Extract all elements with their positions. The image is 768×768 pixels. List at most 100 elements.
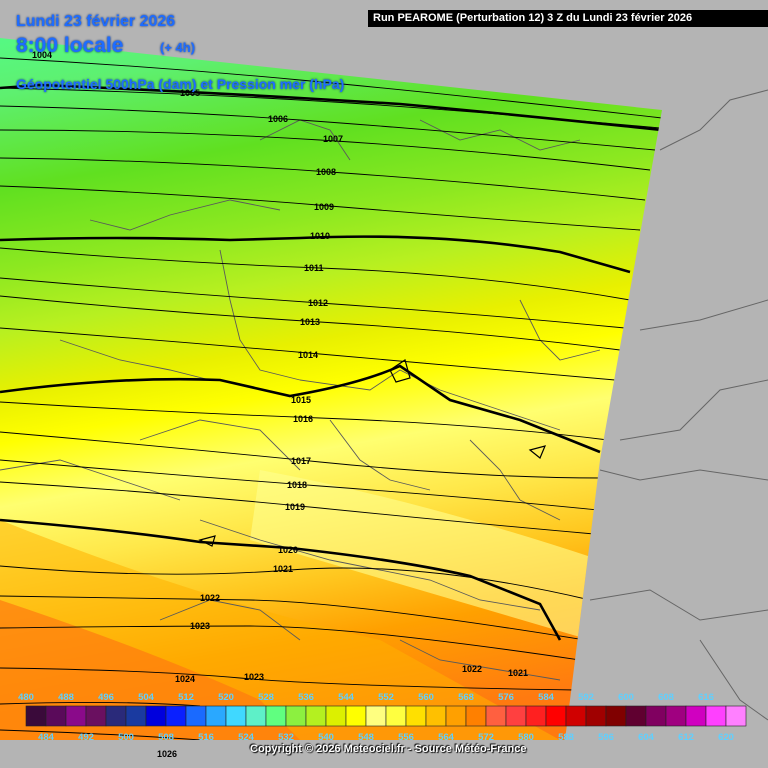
isobars xyxy=(0,57,662,740)
field-title: Géopotentiel 500hPa (dam) et Pression me… xyxy=(16,76,345,92)
scale-tick-label: 488 xyxy=(58,692,74,703)
color-swatch xyxy=(145,705,167,727)
isobar-label: 1011 xyxy=(304,263,324,273)
scale-tick-label: 564 xyxy=(438,732,455,743)
scale-tick-label: 520 xyxy=(218,692,234,703)
color-swatch xyxy=(625,705,647,727)
color-swatch xyxy=(545,705,567,727)
color-swatch xyxy=(285,705,307,727)
color-swatch xyxy=(385,705,407,727)
color-swatch xyxy=(445,705,467,727)
scale-tick-label: 584 xyxy=(538,692,555,703)
isobar-label: 1022 xyxy=(200,593,220,603)
isobar-label: 1023 xyxy=(190,621,210,631)
scale-tick-label: 508 xyxy=(158,732,174,743)
isobar-label: 1006 xyxy=(268,114,288,124)
color-swatch xyxy=(465,705,487,727)
color-swatch xyxy=(565,705,587,727)
color-swatch xyxy=(305,705,327,727)
color-swatch xyxy=(45,705,67,727)
scale-tick-label: 512 xyxy=(178,692,194,703)
scale-tick-label: 504 xyxy=(138,692,155,703)
isobar-label: 1024 xyxy=(175,674,195,684)
scale-tick-label: 580 xyxy=(518,732,534,743)
color-swatch xyxy=(685,705,707,727)
isobar-label: 1012 xyxy=(308,298,328,308)
color-swatch xyxy=(225,705,247,727)
color-swatch xyxy=(165,705,187,727)
color-swatch xyxy=(325,705,347,727)
isobar-label: 1021 xyxy=(273,564,293,574)
scale-tick-label: 592 xyxy=(578,692,594,703)
scale-tick-label: 608 xyxy=(658,692,674,703)
offset-label: (+ 4h) xyxy=(160,40,196,55)
scale-tick-label: 588 xyxy=(558,732,574,743)
time-title: 8:00 locale xyxy=(16,34,124,57)
color-swatch xyxy=(105,705,127,727)
color-scale-bar xyxy=(25,705,747,727)
scale-tick-label: 536 xyxy=(298,692,314,703)
color-swatch xyxy=(705,705,727,727)
scale-tick-label: 576 xyxy=(498,692,514,703)
color-swatch xyxy=(605,705,627,727)
scale-tick-label: 596 xyxy=(598,732,614,743)
scale-tick-label: 516 xyxy=(198,732,214,743)
run-info-banner: Run PEAROME (Perturbation 12) 3 Z du Lun… xyxy=(368,10,768,27)
scale-tick-label: 548 xyxy=(358,732,374,743)
color-scale-bottom-ticks: 484 492 500 508 516 524 532 540 548 556 564 572 580 5… xyxy=(38,732,734,743)
color-swatch xyxy=(525,705,547,727)
scale-tick-label: 616 xyxy=(698,692,714,703)
isobar-label: 1008 xyxy=(316,167,336,177)
scale-tick-label: 496 xyxy=(98,692,114,703)
color-swatch xyxy=(65,705,87,727)
isobar-label: 1014 xyxy=(298,350,318,360)
color-swatch xyxy=(485,705,507,727)
isobar-label: 1018 xyxy=(287,480,307,490)
scale-tick-label: 612 xyxy=(678,732,694,743)
isobar-label: 1020 xyxy=(278,545,298,555)
isobar-label: 1022 xyxy=(462,664,482,674)
isobar-label: 1019 xyxy=(285,502,305,512)
isobar-label: 1026 xyxy=(157,749,177,759)
isobar-label: 1023 xyxy=(244,672,264,682)
isobar-label: 1017 xyxy=(291,456,311,466)
color-swatch xyxy=(585,705,607,727)
date-title: Lundi 23 février 2026 xyxy=(16,13,176,30)
outside-borders xyxy=(589,89,768,721)
scale-tick-label: 560 xyxy=(418,692,434,703)
color-swatch xyxy=(125,705,147,727)
color-swatch xyxy=(665,705,687,727)
scale-tick-label: 492 xyxy=(78,732,94,743)
scale-tick-label: 540 xyxy=(318,732,334,743)
scale-tick-label: 552 xyxy=(378,692,394,703)
scale-tick-label: 480 xyxy=(18,692,34,703)
isobar-label: 1016 xyxy=(293,414,313,424)
scale-tick-label: 620 xyxy=(718,732,734,743)
color-swatch xyxy=(425,705,447,727)
color-scale-top-ticks: 480 488 496 504 512 520 528 536 544 552 560 568 576 5… xyxy=(18,692,714,703)
color-swatch xyxy=(265,705,287,727)
scale-tick-label: 524 xyxy=(238,732,255,743)
scale-tick-label: 484 xyxy=(38,732,55,743)
color-swatch xyxy=(645,705,667,727)
color-swatch xyxy=(205,705,227,727)
scale-tick-label: 556 xyxy=(398,732,414,743)
scale-tick-label: 544 xyxy=(338,692,355,703)
color-swatch xyxy=(405,705,427,727)
isobar-label: 1013 xyxy=(300,317,320,327)
scale-tick-label: 532 xyxy=(278,732,294,743)
color-swatch xyxy=(505,705,527,727)
color-swatch xyxy=(185,705,207,727)
scale-tick-label: 572 xyxy=(478,732,494,743)
isobar-label: 1004 xyxy=(32,50,52,60)
color-swatch xyxy=(25,705,47,727)
scale-tick-label: 528 xyxy=(258,692,274,703)
color-swatch xyxy=(245,705,267,727)
scale-tick-label: 500 xyxy=(118,732,134,743)
isobar-label: 1009 xyxy=(314,202,334,212)
isobar-label: 1007 xyxy=(323,134,343,144)
coastlines xyxy=(198,359,547,547)
